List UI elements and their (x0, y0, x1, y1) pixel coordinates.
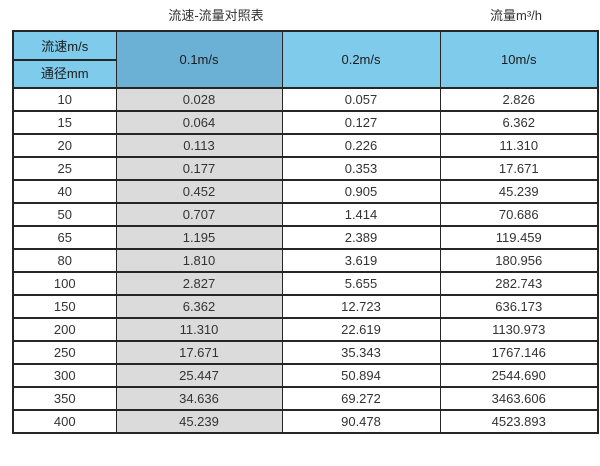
diameter-cell: 40 (12, 179, 117, 204)
table-row: 400 45.239 90.478 4523.893 (12, 409, 599, 434)
flow-unit-title: 流量m³/h (489, 8, 542, 23)
diameter-cell: 200 (12, 317, 117, 342)
table-row: 100 2.827 5.655 282.743 (12, 271, 599, 296)
diameter-cell: 65 (12, 225, 117, 250)
value-cell-1: 17.671 (115, 340, 283, 365)
value-cell-1: 0.028 (115, 87, 283, 112)
value-cell-3: 17.671 (439, 156, 599, 181)
header-row: 流速m/s 通径mm 0.1m/s 0.2m/s 10m/s (12, 30, 599, 89)
corner-velocity-label: 流速m/s (15, 33, 115, 61)
value-cell-1: 0.064 (115, 110, 283, 135)
value-cell-1: 0.177 (115, 156, 283, 181)
table-row: 300 25.447 50.894 2544.690 (12, 363, 599, 388)
value-cell-2: 90.478 (281, 409, 441, 434)
value-cell-2: 0.057 (281, 87, 441, 112)
diameter-cell: 400 (12, 409, 117, 434)
value-cell-1: 25.447 (115, 363, 283, 388)
value-cell-3: 4523.893 (439, 409, 599, 434)
value-cell-3: 180.956 (439, 248, 599, 273)
table-row: 150 6.362 12.723 636.173 (12, 294, 599, 319)
table-row: 20 0.113 0.226 11.310 (12, 133, 599, 158)
value-cell-3: 1130.973 (439, 317, 599, 342)
value-cell-2: 2.389 (281, 225, 441, 250)
table-row: 25 0.177 0.353 17.671 (12, 156, 599, 181)
diameter-cell: 100 (12, 271, 117, 296)
value-cell-1: 0.452 (115, 179, 283, 204)
diameter-cell: 300 (12, 363, 117, 388)
value-cell-1: 0.113 (115, 133, 283, 158)
value-cell-1: 1.195 (115, 225, 283, 250)
titles-row: 流速-流量对照表 流量m³/h (0, 5, 600, 27)
diameter-cell: 250 (12, 340, 117, 365)
value-cell-3: 636.173 (439, 294, 599, 319)
table-row: 200 11.310 22.619 1130.973 (12, 317, 599, 342)
diameter-cell: 50 (12, 202, 117, 227)
value-cell-2: 50.894 (281, 363, 441, 388)
value-cell-3: 1767.146 (439, 340, 599, 365)
value-cell-3: 70.686 (439, 202, 599, 227)
value-cell-3: 2544.690 (439, 363, 599, 388)
diameter-cell: 350 (12, 386, 117, 411)
value-cell-1: 11.310 (115, 317, 283, 342)
value-cell-1: 0.707 (115, 202, 283, 227)
header-col-2: 0.2m/s (281, 30, 441, 89)
table-row: 50 0.707 1.414 70.686 (12, 202, 599, 227)
diameter-cell: 10 (12, 87, 117, 112)
table-body: 10 0.028 0.057 2.826 15 0.064 0.127 6.36… (12, 87, 599, 434)
value-cell-1: 1.810 (115, 248, 283, 273)
diameter-cell: 20 (12, 133, 117, 158)
corner-header-cell: 流速m/s 通径mm (12, 30, 117, 89)
value-cell-1: 45.239 (115, 409, 283, 434)
value-cell-1: 6.362 (115, 294, 283, 319)
value-cell-2: 5.655 (281, 271, 441, 296)
table-row: 15 0.064 0.127 6.362 (12, 110, 599, 135)
value-cell-2: 35.343 (281, 340, 441, 365)
flow-rate-table: 流速m/s 通径mm 0.1m/s 0.2m/s 10m/s 10 0.028 … (12, 30, 599, 434)
value-cell-2: 0.127 (281, 110, 441, 135)
table-row: 250 17.671 35.343 1767.146 (12, 340, 599, 365)
corner-diameter-label: 通径mm (40, 66, 89, 81)
value-cell-3: 11.310 (439, 133, 599, 158)
diameter-cell: 150 (12, 294, 117, 319)
table-row: 40 0.452 0.905 45.239 (12, 179, 599, 204)
value-cell-3: 45.239 (439, 179, 599, 204)
value-cell-1: 2.827 (115, 271, 283, 296)
value-cell-2: 3.619 (281, 248, 441, 273)
value-cell-2: 0.905 (281, 179, 441, 204)
diameter-cell: 25 (12, 156, 117, 181)
header-col-3: 10m/s (439, 30, 599, 89)
diameter-cell: 80 (12, 248, 117, 273)
value-cell-2: 1.414 (281, 202, 441, 227)
table-row: 350 34.636 69.272 3463.606 (12, 386, 599, 411)
value-cell-2: 12.723 (281, 294, 441, 319)
value-cell-3: 282.743 (439, 271, 599, 296)
value-cell-1: 34.636 (115, 386, 283, 411)
header-col-1: 0.1m/s (115, 30, 283, 89)
table-row: 80 1.810 3.619 180.956 (12, 248, 599, 273)
diameter-cell: 15 (12, 110, 117, 135)
value-cell-3: 119.459 (439, 225, 599, 250)
table-title: 流速-流量对照表 (168, 8, 264, 23)
value-cell-2: 69.272 (281, 386, 441, 411)
value-cell-2: 0.353 (281, 156, 441, 181)
table-row: 10 0.028 0.057 2.826 (12, 87, 599, 112)
value-cell-2: 0.226 (281, 133, 441, 158)
value-cell-3: 3463.606 (439, 386, 599, 411)
value-cell-3: 6.362 (439, 110, 599, 135)
value-cell-2: 22.619 (281, 317, 441, 342)
table-row: 65 1.195 2.389 119.459 (12, 225, 599, 250)
value-cell-3: 2.826 (439, 87, 599, 112)
